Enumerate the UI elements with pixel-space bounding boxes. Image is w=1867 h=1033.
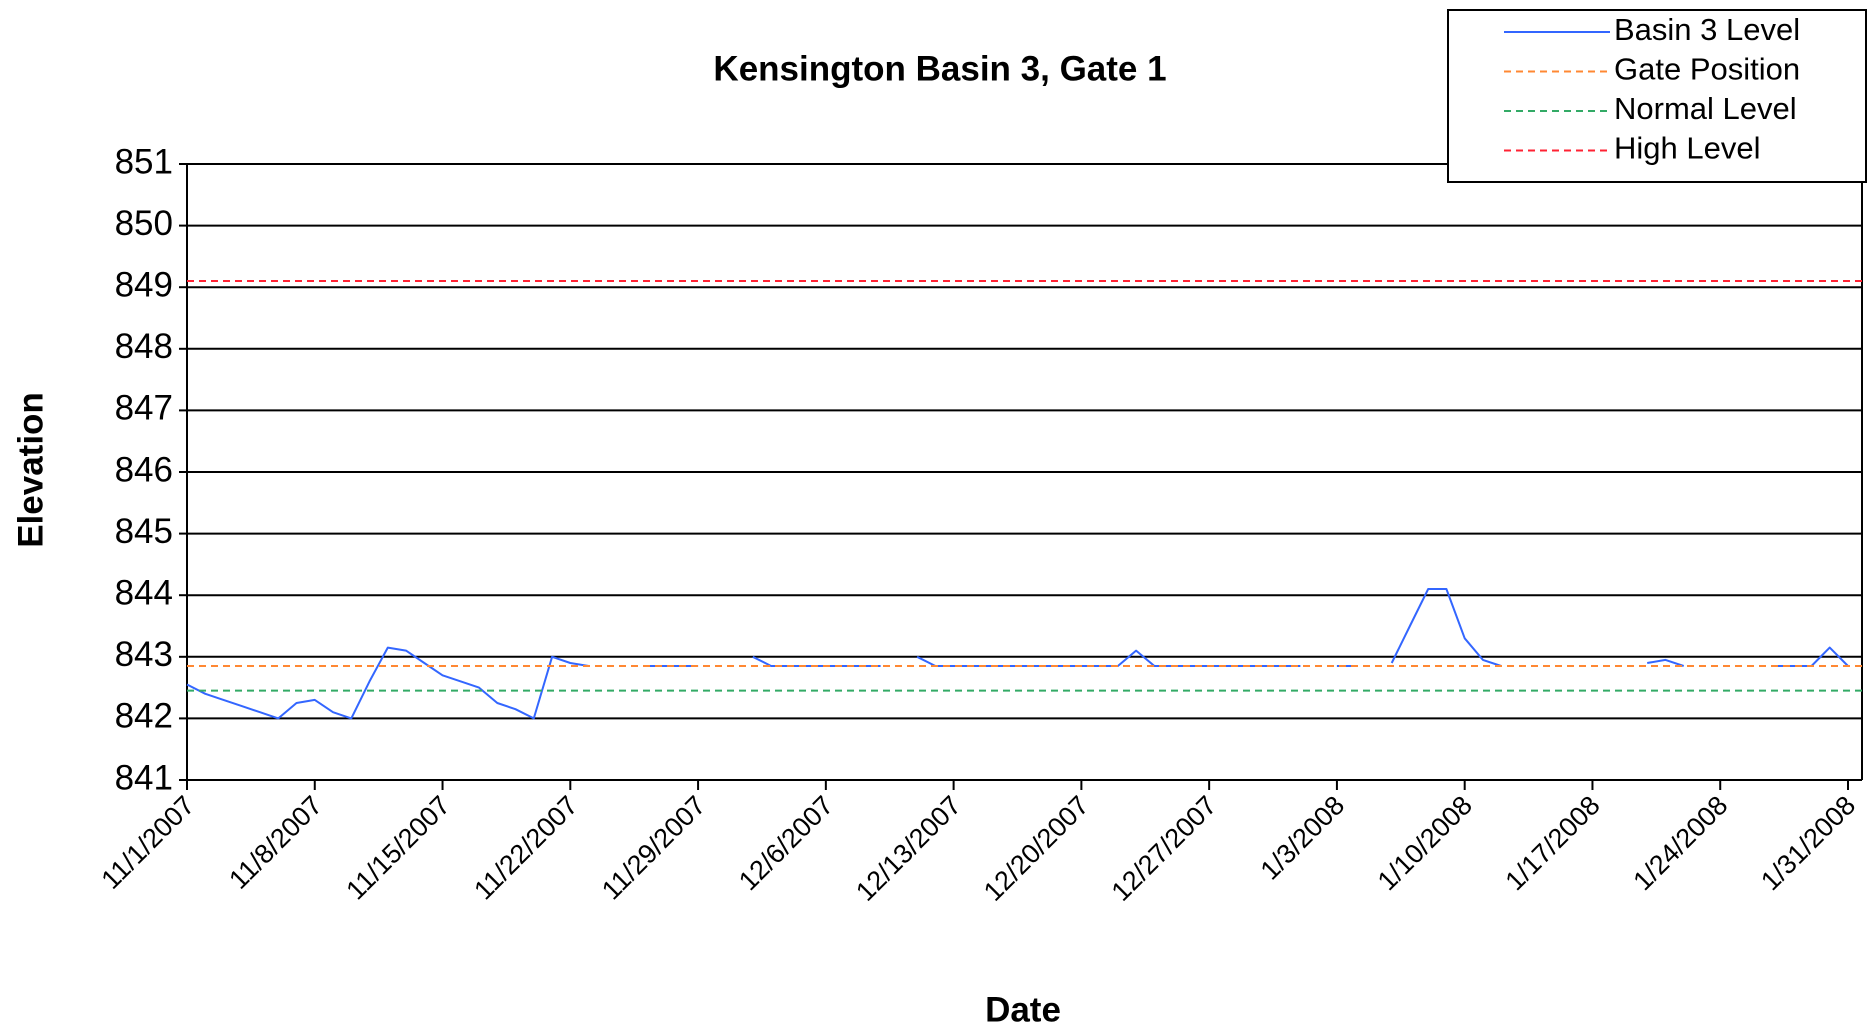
y-tick-label: 843 (115, 635, 173, 674)
legend-label: Gate Position (1614, 52, 1800, 87)
x-tick-label: 12/6/2007 (733, 790, 839, 896)
x-tick-label: 1/3/2008 (1255, 790, 1351, 886)
y-tick-label: 850 (115, 204, 173, 243)
y-tick-label: 847 (115, 389, 173, 428)
series-line (186, 588, 1849, 720)
y-tick-label: 844 (115, 573, 173, 612)
legend-label: Normal Level (1614, 91, 1797, 126)
legend-box (1447, 9, 1867, 183)
legend-label: Basin 3 Level (1614, 12, 1800, 47)
x-tick-label: 1/24/2008 (1627, 790, 1733, 896)
y-tick-label: 845 (115, 512, 173, 551)
legend-label: High Level (1614, 131, 1760, 166)
x-tick-label: 11/29/2007 (596, 790, 711, 905)
x-tick-label: 11/1/2007 (96, 790, 201, 895)
x-axis-label: Date (985, 990, 1061, 1029)
y-axis-label: Elevation (11, 392, 50, 548)
x-tick-label: 11/8/2007 (223, 790, 328, 895)
x-tick-label: 11/22/2007 (468, 790, 583, 905)
x-tick-label: 1/17/2008 (1500, 790, 1606, 896)
x-tick-label: 1/31/2008 (1755, 790, 1861, 896)
x-tick-label: 12/13/2007 (850, 790, 967, 907)
x-tick-label: 11/15/2007 (340, 790, 455, 905)
y-tick-label: 842 (115, 697, 173, 736)
x-tick-label: 1/10/2008 (1372, 790, 1478, 896)
x-tick-label: 12/20/2007 (978, 790, 1095, 907)
y-tick-label: 841 (115, 758, 173, 797)
x-tick-label: 12/27/2007 (1106, 790, 1223, 907)
y-tick-label: 849 (115, 265, 173, 304)
y-tick-label: 848 (115, 327, 173, 366)
y-tick-label: 851 (115, 142, 173, 181)
chart-title: Kensington Basin 3, Gate 1 (713, 49, 1166, 88)
y-tick-label: 846 (115, 450, 173, 489)
